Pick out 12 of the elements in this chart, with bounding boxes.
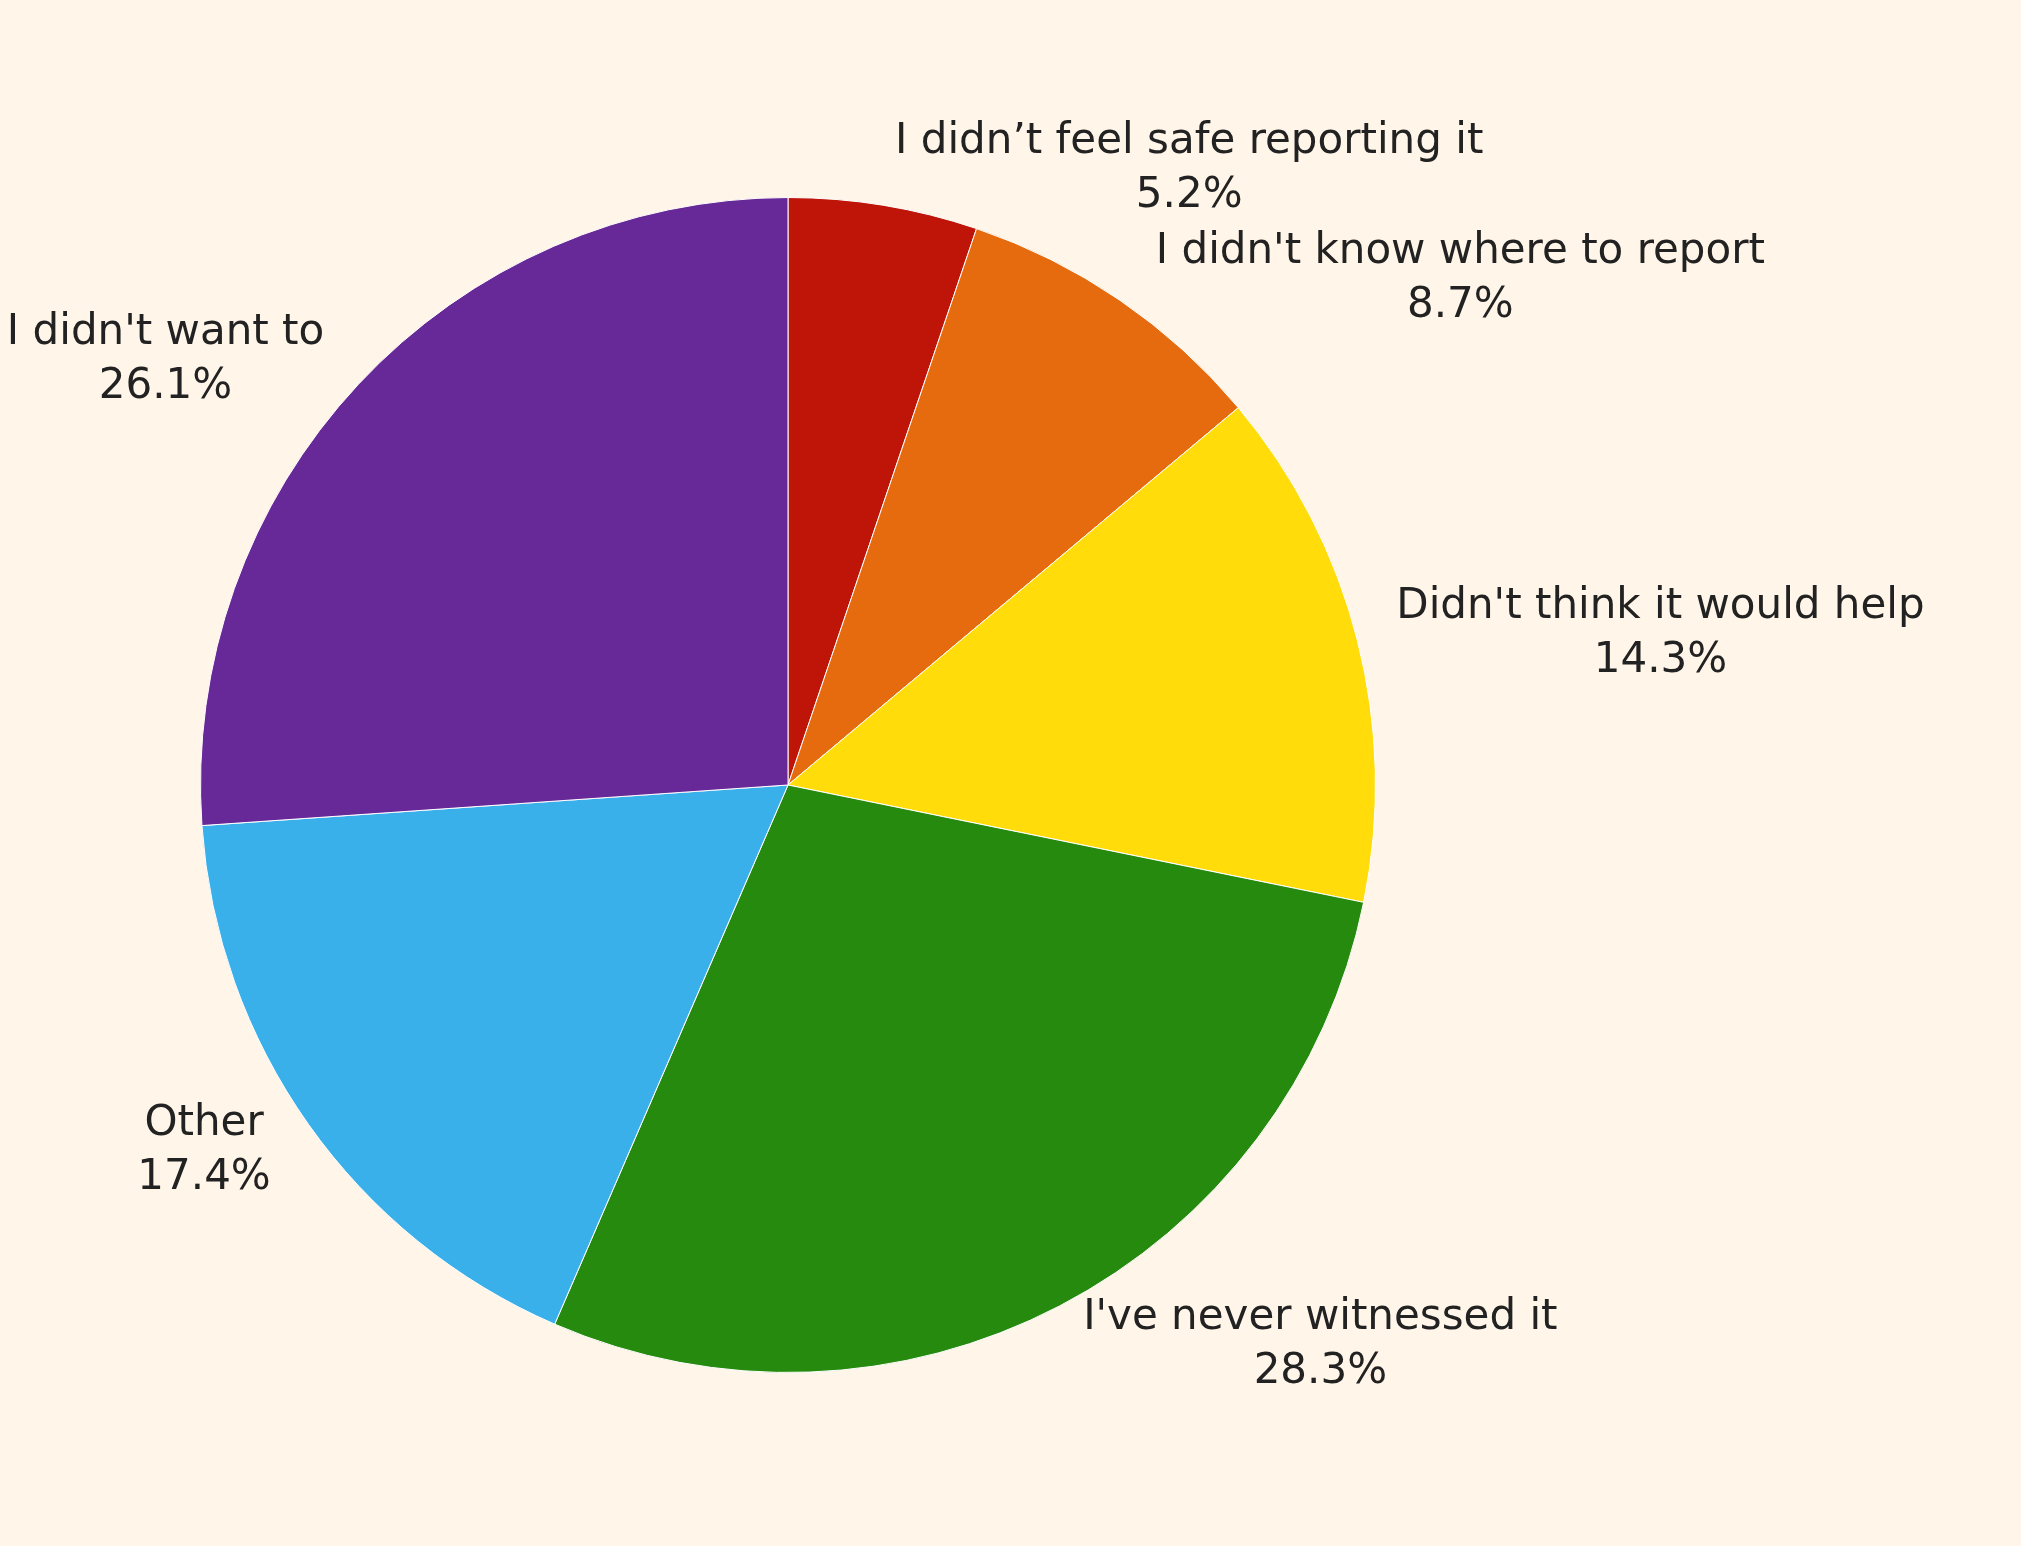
- slice-label: I didn't know where to report: [1155, 224, 1765, 274]
- slice-label: Didn't think it would help: [1396, 579, 1925, 629]
- data-label: 26.1%: [98, 359, 233, 409]
- data-label: 28.3%: [1253, 1343, 1388, 1393]
- slice-label: I didn't want to: [6, 305, 325, 355]
- data-label: 14.3%: [1593, 633, 1728, 683]
- slice-label: I've never witnessed it: [1083, 1289, 1558, 1339]
- data-label: 8.7%: [1406, 278, 1514, 328]
- slice-label: I didn’t feel safe reporting it: [895, 114, 1484, 164]
- data-label: 17.4%: [137, 1149, 271, 1199]
- data-label: 5.2%: [1135, 168, 1243, 218]
- slice-label: Other: [144, 1095, 265, 1145]
